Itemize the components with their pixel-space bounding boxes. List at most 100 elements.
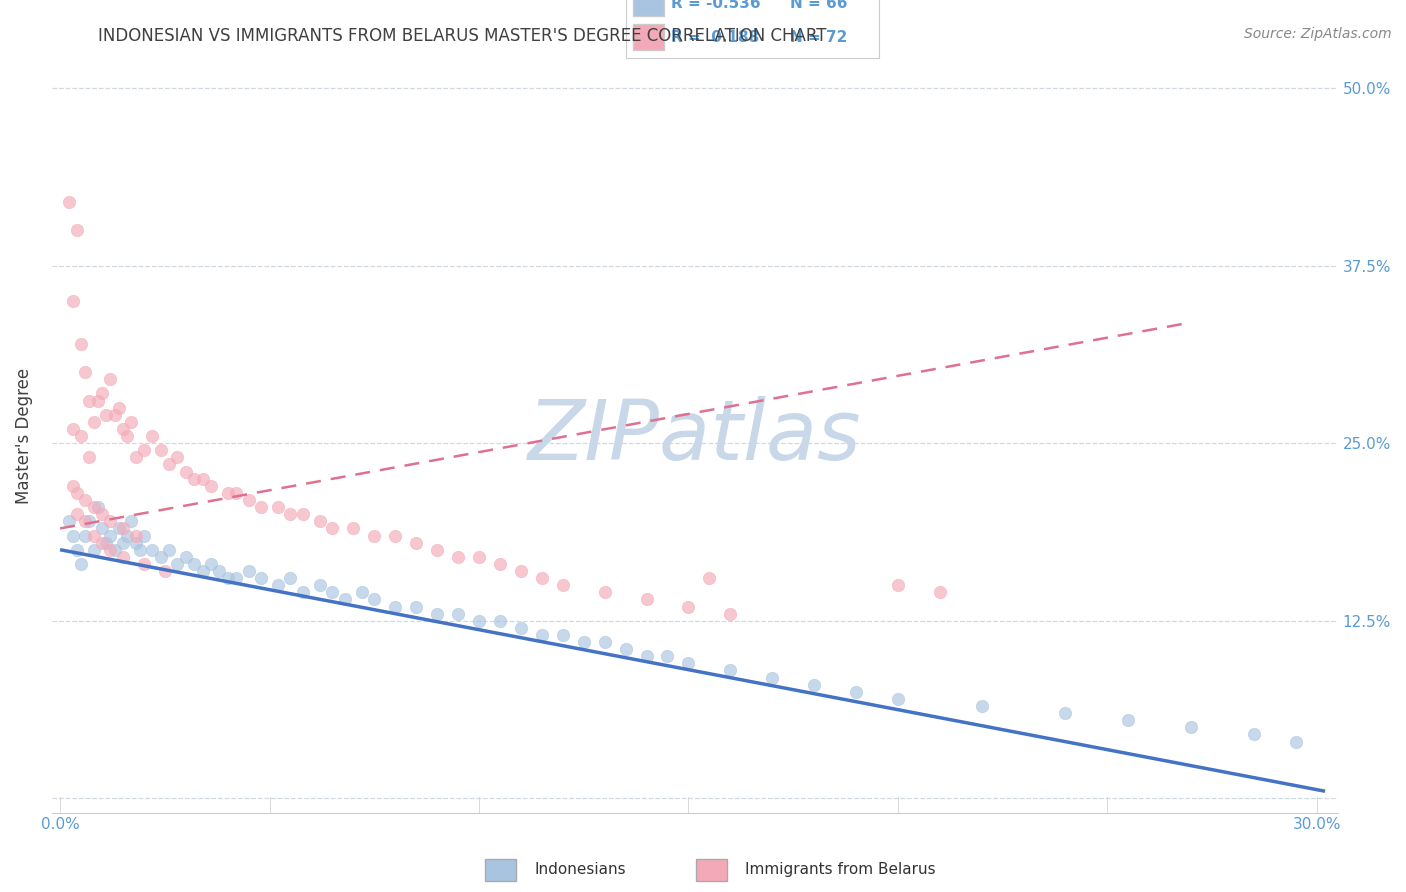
Point [62, 479, 84, 493]
Point [350, 585, 373, 599]
Point [191, 564, 214, 578]
Text: Immigrants from Belarus: Immigrants from Belarus [745, 863, 936, 877]
Point [70, 557, 93, 571]
Point [153, 564, 176, 578]
Point [200, 479, 222, 493]
Point [66, 223, 89, 237]
Point [111, 422, 134, 436]
Point [551, 578, 574, 592]
Point [321, 521, 343, 535]
Point [280, 571, 302, 585]
Point [132, 528, 155, 542]
Point [267, 578, 290, 592]
FancyBboxPatch shape [633, 24, 664, 50]
Point [238, 493, 260, 508]
Point [468, 549, 491, 564]
Point [384, 528, 406, 542]
FancyBboxPatch shape [633, 0, 664, 16]
Point [208, 564, 231, 578]
Point [657, 649, 679, 664]
Point [62, 422, 84, 436]
Point [174, 465, 197, 479]
Point [363, 592, 385, 607]
Point [217, 486, 239, 500]
Point [141, 429, 163, 443]
Point [217, 571, 239, 585]
Point [79, 450, 101, 465]
Point [551, 628, 574, 642]
Point [718, 664, 741, 678]
Text: Source: ZipAtlas.com: Source: ZipAtlas.com [1244, 27, 1392, 41]
Point [66, 542, 89, 557]
Point [928, 585, 950, 599]
Point [149, 443, 172, 458]
Y-axis label: Master's Degree: Master's Degree [15, 368, 32, 504]
Point [250, 571, 273, 585]
Point [636, 592, 658, 607]
Point [107, 401, 129, 415]
Point [191, 472, 214, 486]
Point [267, 500, 290, 514]
Point [128, 542, 150, 557]
Point [292, 507, 315, 521]
Point [132, 557, 155, 571]
Point [103, 408, 125, 422]
Point [1285, 734, 1308, 748]
Point [183, 472, 205, 486]
Point [636, 649, 658, 664]
Point [593, 635, 616, 649]
Point [166, 450, 188, 465]
Point [79, 514, 101, 528]
Text: N = 72: N = 72 [790, 30, 848, 45]
Point [100, 542, 122, 557]
Point [149, 549, 172, 564]
Point [678, 657, 700, 671]
Point [363, 528, 385, 542]
Point [79, 393, 101, 408]
Point [91, 535, 114, 549]
Point [75, 528, 97, 542]
Point [157, 542, 180, 557]
Point [120, 514, 142, 528]
Text: R = -0.536: R = -0.536 [671, 0, 761, 11]
Point [91, 521, 114, 535]
Point [66, 507, 89, 521]
Point [107, 521, 129, 535]
Point [103, 542, 125, 557]
Point [111, 521, 134, 535]
Point [405, 535, 427, 549]
Point [1243, 727, 1265, 741]
Point [66, 486, 89, 500]
Point [100, 372, 122, 386]
Point [342, 521, 364, 535]
Point [100, 528, 122, 542]
Point [678, 599, 700, 614]
Point [58, 194, 80, 209]
Point [468, 614, 491, 628]
Point [83, 500, 105, 514]
Point [115, 528, 138, 542]
Point [447, 549, 470, 564]
Point [509, 564, 531, 578]
Point [87, 500, 110, 514]
Point [111, 535, 134, 549]
Point [58, 514, 80, 528]
Point [62, 294, 84, 309]
Point [803, 678, 825, 692]
Point [132, 443, 155, 458]
Point [1116, 713, 1139, 727]
Point [333, 592, 356, 607]
Point [91, 386, 114, 401]
Text: INDONESIAN VS IMMIGRANTS FROM BELARUS MASTER'S DEGREE CORRELATION CHART: INDONESIAN VS IMMIGRANTS FROM BELARUS MA… [98, 27, 827, 45]
Point [225, 571, 247, 585]
Point [238, 564, 260, 578]
Point [250, 500, 273, 514]
Point [124, 528, 146, 542]
Point [530, 628, 553, 642]
Point [509, 621, 531, 635]
Point [75, 514, 97, 528]
Point [100, 514, 122, 528]
Point [699, 571, 721, 585]
Point [124, 450, 146, 465]
Point [718, 607, 741, 621]
